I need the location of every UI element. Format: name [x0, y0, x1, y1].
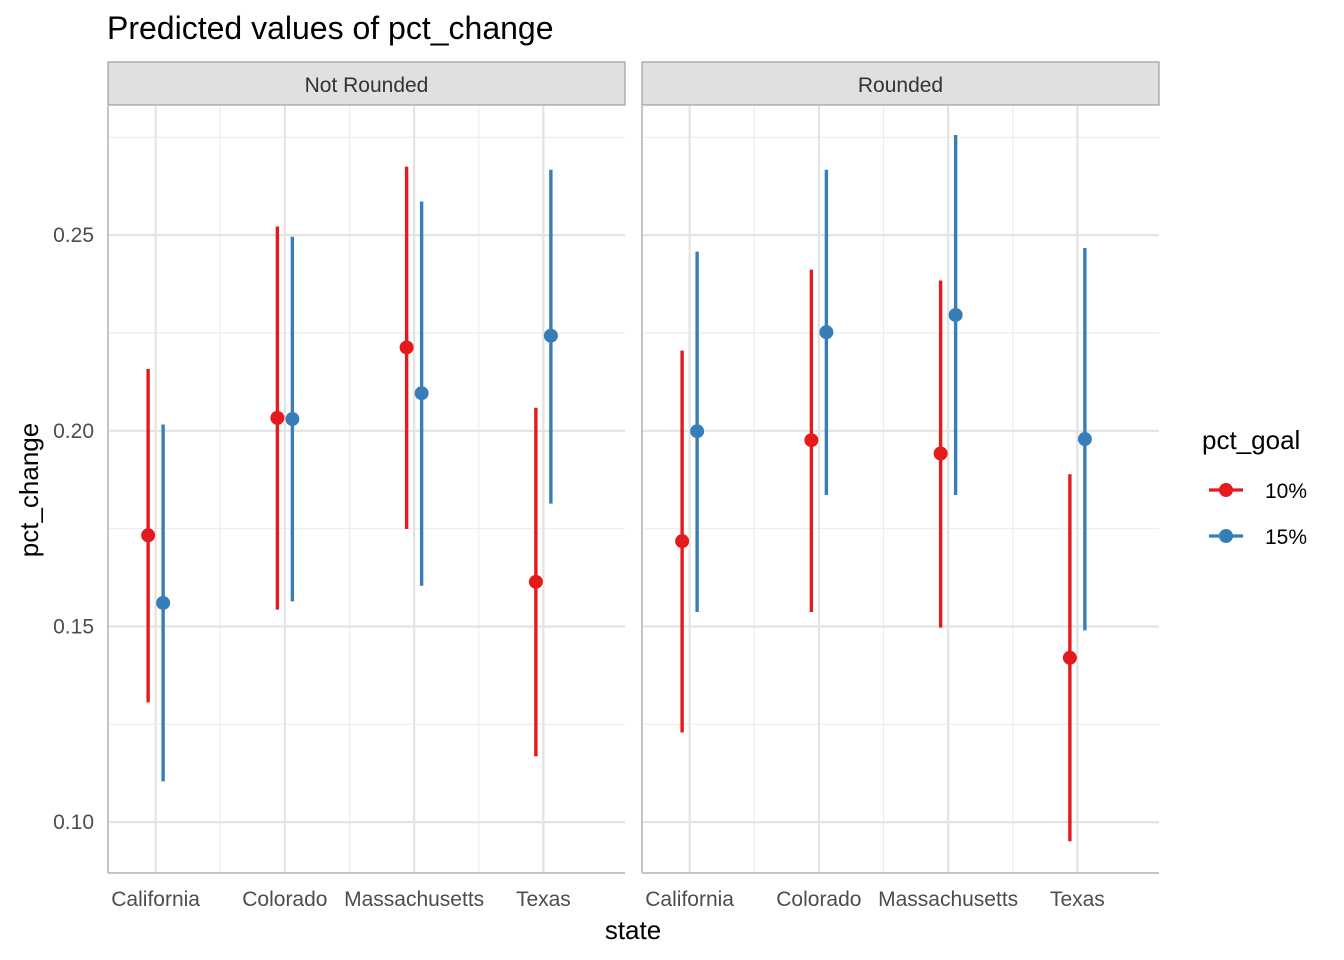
- point-15-colorado: [285, 412, 300, 427]
- panel-rounded: Rounded California Colorado Massachusetts T…: [641, 61, 1160, 911]
- x-tick-labels: California Colorado Massachusetts Texas: [645, 888, 1105, 911]
- y-tick-label: 0.10: [53, 811, 94, 834]
- x-tick-label-colorado: Colorado: [776, 888, 861, 911]
- point-10-massachusetts: [933, 446, 948, 461]
- point-15-massachusetts: [414, 386, 429, 401]
- strip-label-rounded: Rounded: [858, 74, 943, 97]
- panel-grid: [642, 106, 1159, 873]
- x-tick-label-california: California: [111, 888, 200, 911]
- x-tick-label-colorado: Colorado: [242, 888, 327, 911]
- x-tick-label-massachusetts: Massachusetts: [344, 888, 484, 911]
- panel-axes: [641, 106, 1159, 874]
- panel-axes: [107, 106, 625, 874]
- legend-key-point: [1219, 483, 1233, 497]
- chart-title: Predicted values of pct_change: [107, 10, 554, 46]
- point-10-colorado: [270, 410, 285, 425]
- point-10-texas: [1062, 650, 1077, 665]
- legend-item-15: 15%: [1209, 526, 1307, 549]
- strip-label-not-rounded: Not Rounded: [305, 74, 429, 97]
- y-axis-title: pct_change: [14, 423, 44, 557]
- legend-title: pct_goal: [1202, 425, 1300, 455]
- point-15-california: [690, 424, 705, 439]
- x-axis-title: state: [605, 915, 661, 945]
- point-10-colorado: [804, 433, 819, 448]
- x-tick-label-massachusetts: Massachusetts: [878, 888, 1018, 911]
- point-15-texas: [1077, 432, 1092, 447]
- point-10-texas: [528, 574, 543, 589]
- point-10-california: [675, 534, 690, 549]
- legend-key-point: [1219, 529, 1233, 543]
- strip-background: [107, 61, 626, 106]
- x-tick-label-california: California: [645, 888, 734, 911]
- legend-item-10: 10%: [1209, 480, 1307, 503]
- y-tick-label: 0.15: [53, 615, 94, 638]
- legend: pct_goal 10% 15%: [1202, 425, 1307, 549]
- strip-background: [641, 61, 1160, 106]
- y-tick-label: 0.25: [53, 224, 94, 247]
- x-tick-label-texas: Texas: [516, 888, 571, 911]
- panel-grid: [108, 106, 625, 873]
- point-10-massachusetts: [399, 340, 414, 355]
- point-15-california: [156, 595, 171, 610]
- point-15-massachusetts: [948, 307, 963, 322]
- point-10-california: [141, 528, 156, 543]
- panel-not-rounded: Not Rounded California Colorado Massachuse…: [107, 61, 626, 911]
- point-15-texas: [543, 328, 558, 343]
- panel-data: [675, 134, 1092, 842]
- legend-label-10: 10%: [1265, 480, 1307, 503]
- legend-label-15: 15%: [1265, 526, 1307, 549]
- y-tick-label: 0.20: [53, 420, 94, 443]
- point-15-colorado: [819, 325, 834, 340]
- x-tick-label-texas: Texas: [1050, 888, 1105, 911]
- y-tick-labels: 0.10 0.15 0.20 0.25: [53, 224, 94, 834]
- panel-data: [141, 166, 558, 782]
- x-tick-labels: California Colorado Massachusetts Texas: [111, 888, 571, 911]
